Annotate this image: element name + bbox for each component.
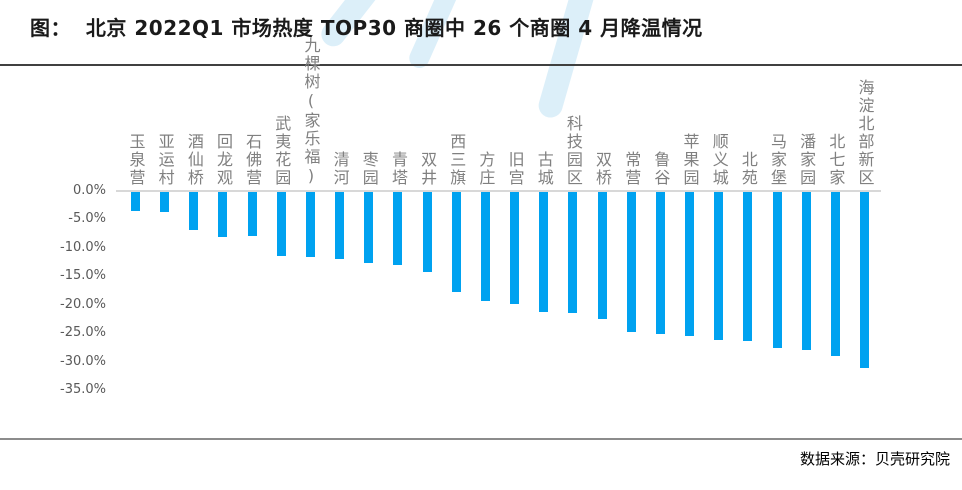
category-label: 北苑 [738, 151, 758, 187]
y-tick-label: -30.0% [60, 353, 106, 369]
bar [830, 192, 840, 357]
bar-chart: 0.0% -5.0% -10.0% -15.0% -20.0% -25.0% -30.0% -… [60, 37, 881, 398]
y-tick-label: -5.0% [68, 211, 106, 227]
category-label: 潘家园 [797, 133, 817, 187]
category-label: 玉泉营 [126, 133, 146, 187]
category-label: 方庄 [476, 151, 496, 187]
data-source-label: 数据来源：贝壳研究院 [799, 450, 950, 468]
category-label: 枣园 [359, 151, 379, 187]
category-label: 古城 [534, 151, 554, 187]
y-tick-label: -20.0% [60, 296, 106, 312]
bar [247, 192, 257, 237]
category-label: 双桥 [593, 151, 613, 187]
y-tick-label: -10.0% [60, 239, 106, 255]
bar [772, 192, 782, 348]
category-label: 武夷花园 [272, 115, 292, 187]
y-tick-label: -35.0% [60, 382, 106, 398]
category-label: 科技园区 [563, 115, 583, 187]
bar [539, 192, 549, 313]
bar [364, 192, 374, 263]
category-label: 回龙观 [213, 133, 233, 187]
bar [597, 192, 607, 320]
bar [189, 192, 199, 230]
category-label: 马家堡 [768, 133, 788, 187]
bar [422, 192, 432, 272]
bar [305, 192, 315, 258]
bar [276, 192, 286, 257]
bar [655, 192, 665, 334]
bar [685, 192, 695, 336]
footer-divider [0, 438, 962, 440]
category-label: 双井 [418, 151, 438, 187]
category-label: 常营 [622, 151, 642, 187]
category-label: 海淀北部新区 [855, 79, 875, 187]
bar [860, 192, 869, 369]
bar [801, 192, 811, 351]
y-tick-label: 0.0% [72, 183, 106, 198]
bar [626, 192, 636, 332]
bar [714, 192, 724, 340]
bar [335, 192, 345, 260]
bar [160, 192, 170, 212]
bar [480, 192, 490, 301]
category-label: 旧宫 [505, 151, 525, 187]
category-label: 石佛营 [243, 133, 263, 187]
category-label: 顺义城 [709, 133, 729, 187]
category-label: 鲁谷 [651, 151, 671, 187]
category-label: 青塔 [388, 151, 408, 187]
title-divider [0, 64, 962, 66]
bar [451, 192, 461, 293]
bar [510, 192, 520, 304]
y-tick-label: -25.0% [60, 325, 106, 341]
y-tick-label: -15.0% [60, 268, 106, 284]
bar [218, 192, 228, 237]
bar [131, 192, 140, 212]
category-label: 苹果园 [680, 133, 700, 187]
category-label: 北七家 [826, 133, 846, 187]
category-label: 西三旗 [447, 133, 467, 187]
page-title: 图： 北京 2022Q1 市场热度 TOP30 商圈中 26 个商圈 4 月降温… [30, 16, 703, 40]
category-label: 亚运村 [155, 133, 175, 187]
category-label: 九棵树(家乐福) [301, 37, 321, 187]
category-label: 酒仙桥 [184, 133, 204, 187]
category-label: 清河 [330, 151, 350, 187]
bar [393, 192, 403, 265]
bar [743, 192, 753, 342]
x-axis-line [116, 190, 881, 192]
bar [568, 192, 578, 314]
